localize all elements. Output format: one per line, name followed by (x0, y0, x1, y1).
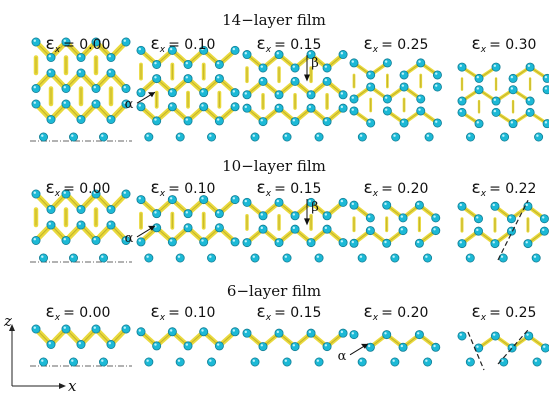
z-axis-label: z (3, 312, 12, 330)
annotation-arrow: α (125, 91, 156, 112)
x-axis-label: x (68, 377, 77, 394)
row-title: 10−layer film (222, 157, 326, 175)
atomic-structure (242, 328, 348, 367)
annotation-arrow: α (125, 225, 156, 246)
annotation-arrow: β (304, 55, 319, 82)
strain-label: εx = 0.10 (151, 34, 216, 55)
annotation-label: α (125, 231, 134, 246)
strain-label: εx = 0.20 (364, 178, 429, 199)
atomic-structure (31, 189, 131, 263)
annotation-arrow: β (304, 199, 319, 226)
annotation-label: α (338, 349, 347, 364)
annotation-label: β (311, 200, 319, 215)
atomic-structure (457, 62, 549, 142)
atomic-structure (349, 58, 442, 142)
atomic-structure (457, 201, 549, 263)
row-title: 14−layer film (222, 11, 326, 29)
atomic-structure (31, 37, 131, 142)
strain-label: εx = 0.30 (472, 34, 537, 55)
atomic-structure (349, 200, 441, 263)
strain-label: εx = 0.10 (151, 302, 216, 323)
text-layer: 14−layer film εx = 0.00 εx = 0.10 εx = 0.15 εx =… (46, 11, 537, 323)
strain-label: εx = 0.15 (257, 34, 322, 55)
fracture-line (467, 329, 529, 371)
annotation-label: β (311, 56, 319, 71)
strain-label: εx = 0.10 (151, 178, 216, 199)
annotation-label: α (125, 97, 134, 112)
strain-label: εx = 0.00 (46, 302, 111, 323)
annotation-arrow: α (338, 343, 369, 364)
row-title: 6−layer film (227, 282, 321, 300)
fracture-line (497, 200, 529, 261)
strain-label: εx = 0.20 (364, 302, 429, 323)
atomic-structure (457, 331, 549, 367)
atomic-structure (136, 327, 240, 367)
strain-label: εx = 0.25 (472, 302, 537, 323)
strain-label: εx = 0.22 (472, 178, 537, 199)
structures-layer (30, 37, 549, 367)
strain-label: εx = 0.15 (257, 178, 322, 199)
annotations-layer: α β α β α (125, 55, 529, 371)
strain-label: εx = 0.00 (46, 178, 111, 199)
atomic-structure (242, 197, 348, 263)
strain-label: εx = 0.15 (257, 302, 322, 323)
atomic-structure (136, 45, 240, 142)
strain-label: εx = 0.00 (46, 34, 111, 55)
strain-label: εx = 0.25 (364, 34, 429, 55)
axis-indicator: zx (3, 312, 77, 394)
atomic-structure (242, 50, 348, 142)
atomic-structure (31, 324, 131, 367)
atomic-structure (136, 195, 240, 263)
atomic-structure (349, 330, 441, 367)
